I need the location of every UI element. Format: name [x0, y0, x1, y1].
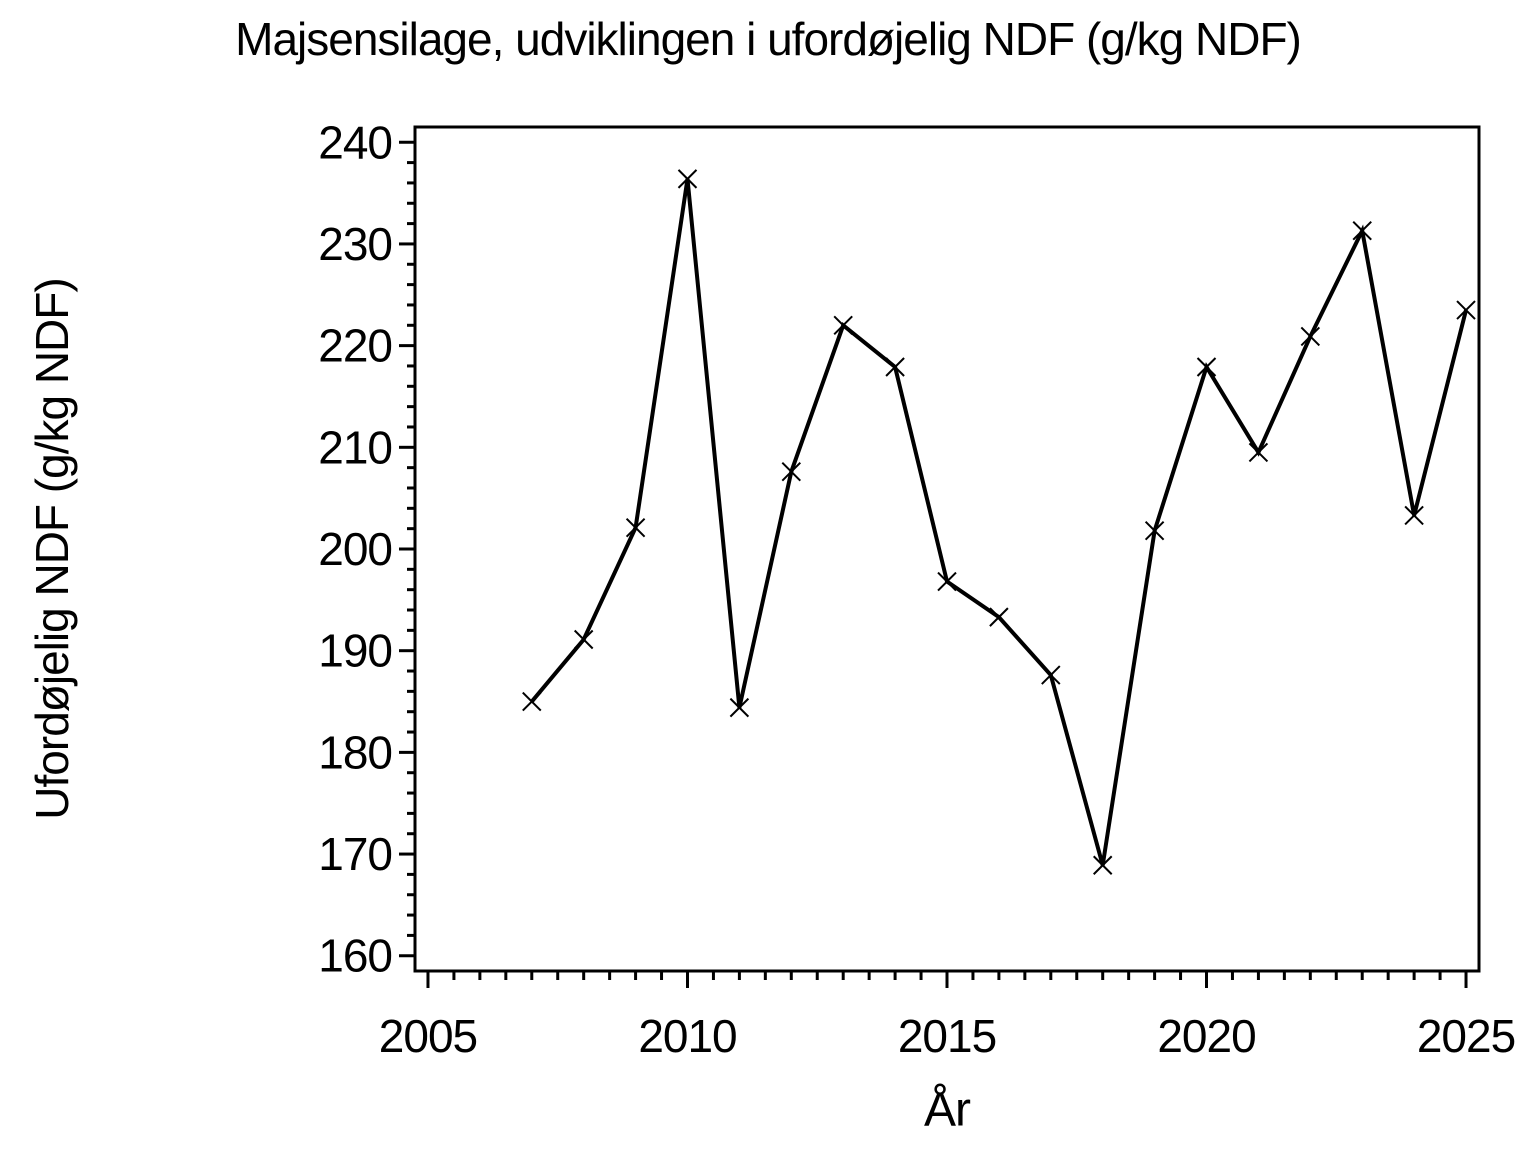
data-point-marker	[573, 629, 594, 650]
data-point-marker	[1456, 300, 1476, 320]
data-point-marker	[1248, 442, 1269, 463]
y-tick-label: 170	[318, 828, 392, 880]
series-line	[530, 178, 1468, 866]
y-tick-label: 220	[318, 320, 392, 372]
x-tick-label: 2005	[379, 1010, 477, 1062]
data-point-marker	[677, 169, 698, 189]
x-tick-label: 2010	[638, 1010, 736, 1062]
data-point-marker	[1300, 326, 1321, 347]
y-tick-label: 240	[318, 116, 392, 168]
y-tick-label: 210	[318, 421, 392, 473]
y-tick-label: 190	[318, 625, 392, 677]
data-point-marker	[1352, 221, 1372, 241]
data-point-marker	[1093, 855, 1113, 875]
data-point-marker	[885, 357, 905, 377]
y-tick-label: 200	[318, 523, 392, 575]
y-tick-label: 160	[318, 930, 392, 982]
data-point-marker	[729, 697, 750, 718]
data-point-marker	[1404, 505, 1424, 526]
chart-title: Majsensilage, udviklingen i ufordøjelig …	[235, 13, 1302, 65]
y-tick-label: 230	[318, 218, 392, 270]
x-axis-title: År	[924, 1083, 971, 1137]
x-tick-label: 2015	[898, 1010, 996, 1062]
data-point-marker	[522, 691, 542, 712]
data-point-marker	[937, 571, 957, 592]
data-point-marker	[781, 462, 801, 482]
data-point-marker	[1144, 520, 1165, 541]
x-tick-label: 2025	[1417, 1010, 1515, 1062]
data-point-marker	[1196, 357, 1217, 377]
data-point-marker	[1041, 665, 1061, 685]
data-point-marker	[625, 517, 646, 538]
x-tick-label: 2020	[1157, 1010, 1255, 1062]
data-point-marker	[833, 315, 853, 335]
plot-frame	[413, 125, 1481, 973]
y-tick-label: 180	[318, 726, 392, 778]
data-point-marker	[989, 607, 1009, 627]
